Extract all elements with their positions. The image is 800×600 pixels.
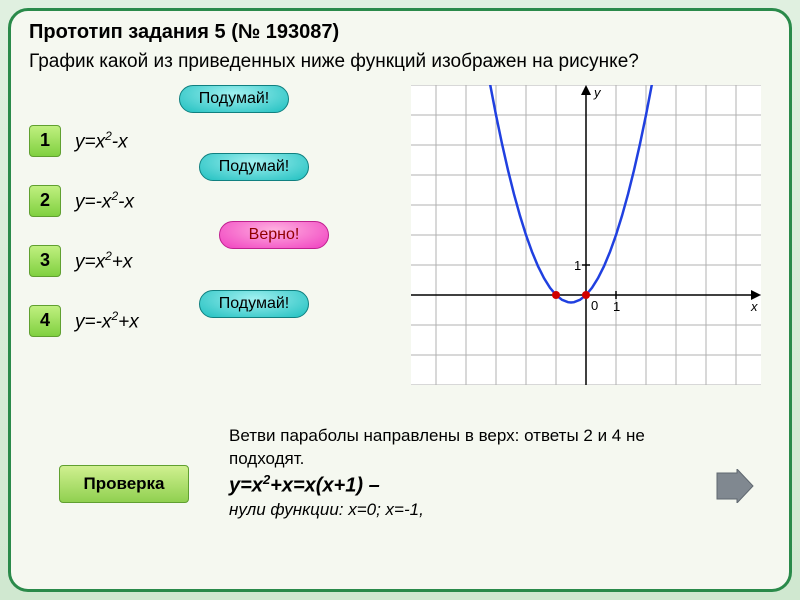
option-4-formula: y=-x2+x [75,309,139,333]
check-button[interactable]: Проверка [59,465,189,503]
option-4-button[interactable]: 4 [29,305,61,337]
explain-equation: y=x2+x=x(x+1) – [229,471,709,500]
svg-text:1: 1 [613,299,620,314]
function-chart: xy011 [411,85,761,385]
feedback-think: Подумай! [179,85,289,113]
feedback-correct: Верно! [219,221,329,249]
option-1-button[interactable]: 1 [29,125,61,157]
svg-text:x: x [750,299,758,314]
question-text: График какой из приведенных ниже функций… [29,50,771,75]
option-3-formula: y=x2+x [75,249,132,273]
explain-roots: нули функции: x=0; x=-1, [229,499,709,522]
feedback-think: Подумай! [199,153,309,181]
option-row: 3 y=x2+x [29,245,389,277]
feedback-think: Подумай! [199,290,309,318]
option-row: 1 y=x2-x [29,125,389,157]
next-arrow-icon[interactable] [715,469,755,503]
explain-line1: Ветви параболы направлены в верх: ответы… [229,425,709,471]
svg-text:0: 0 [591,298,598,313]
page-title: Прототип задания 5 (№ 193087) [29,21,771,44]
option-3-button[interactable]: 3 [29,245,61,277]
svg-text:1: 1 [574,258,581,273]
svg-text:y: y [593,85,602,100]
option-1-formula: y=x2-x [75,129,128,153]
option-2-formula: y=-x2-x [75,189,134,213]
option-row: 2 y=-x2-x [29,185,389,217]
option-2-button[interactable]: 2 [29,185,61,217]
explanation: Ветви параболы направлены в верх: ответы… [229,425,709,522]
